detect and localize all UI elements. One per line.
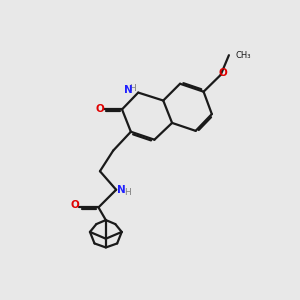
Text: N: N bbox=[124, 85, 133, 95]
Text: CH₃: CH₃ bbox=[236, 51, 251, 60]
Text: O: O bbox=[219, 68, 227, 78]
Text: N: N bbox=[117, 185, 126, 195]
Text: O: O bbox=[71, 200, 80, 210]
Text: H: H bbox=[130, 84, 136, 93]
Text: O: O bbox=[96, 104, 105, 114]
Text: H: H bbox=[124, 188, 131, 196]
